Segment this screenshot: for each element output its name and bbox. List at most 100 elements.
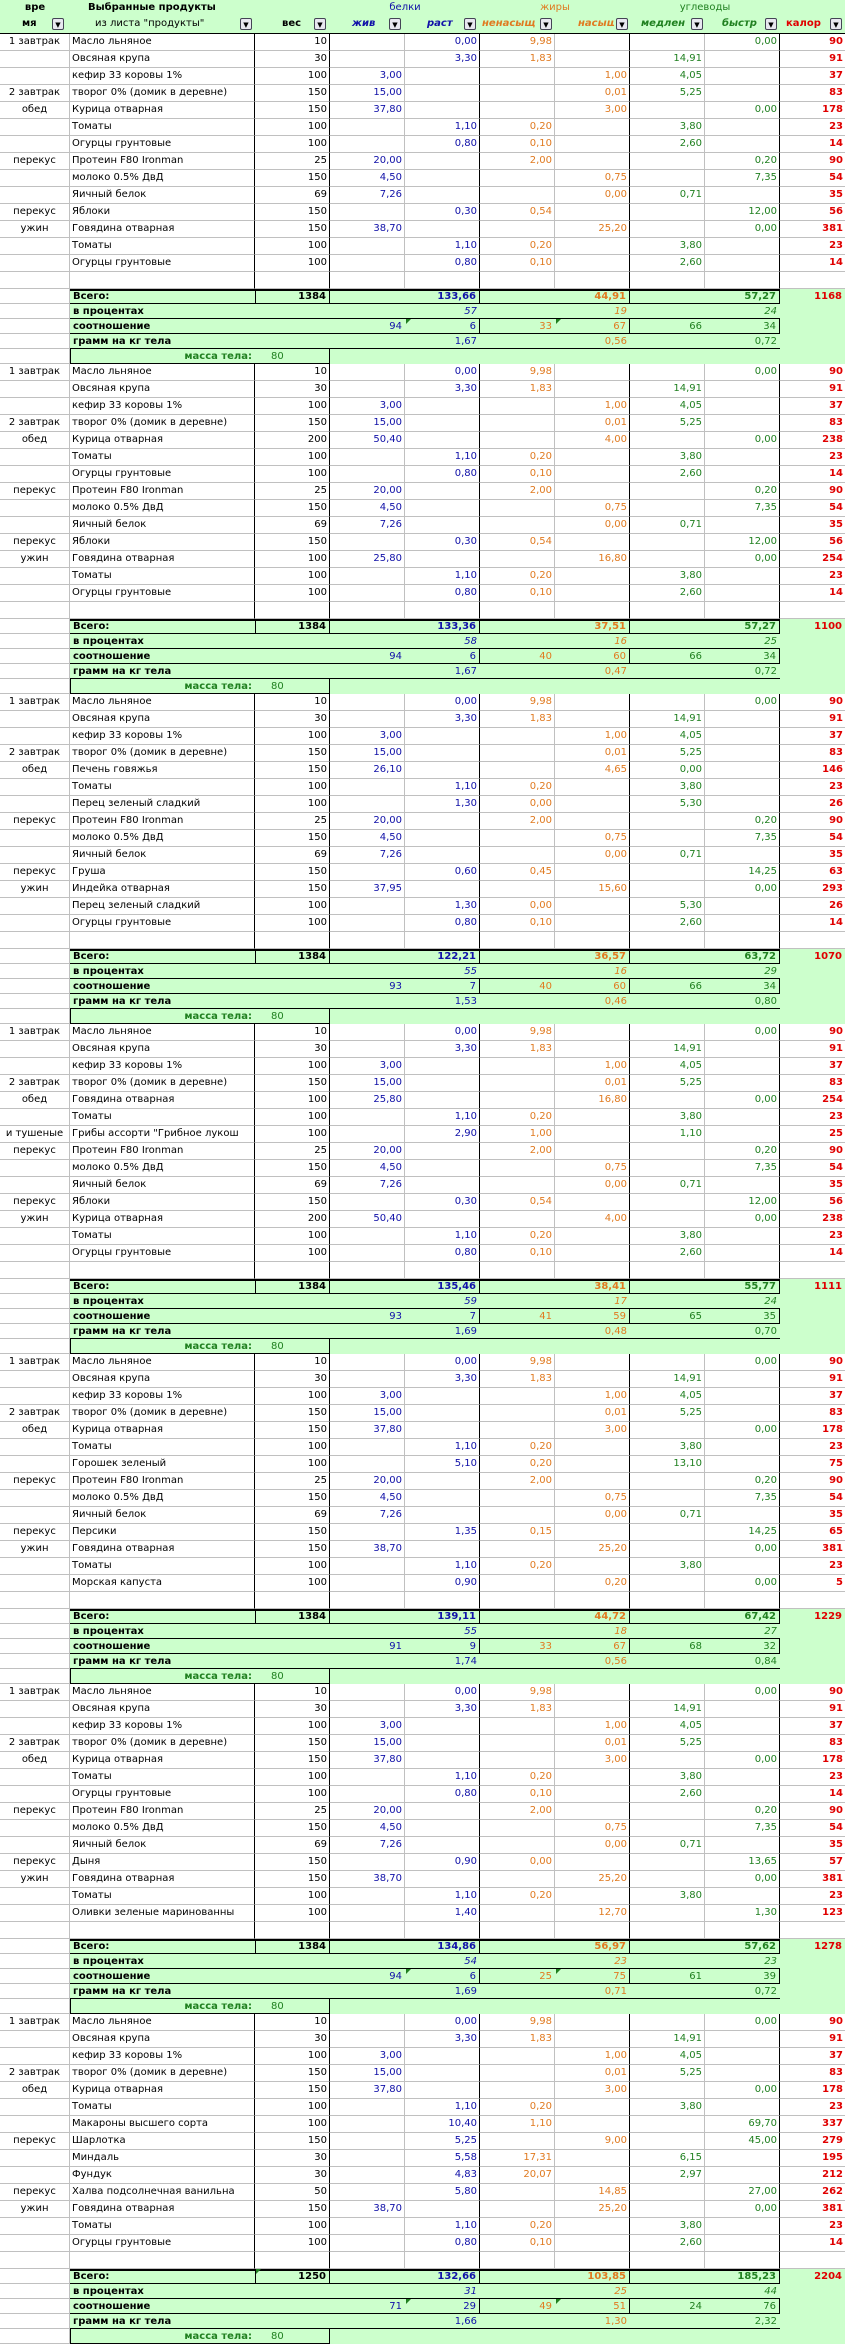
cell-fat-unsat[interactable]: 0,20 [480,1888,555,1905]
cell-weight[interactable]: 150 [255,534,330,551]
cell-weight[interactable]: 30 [255,2031,330,2048]
cell-product[interactable]: Томаты [70,238,255,255]
cell-fat-sat[interactable] [555,1888,630,1905]
cell-protein-plant[interactable] [405,102,480,119]
cell-carb-slow[interactable]: 3,80 [630,119,705,136]
cell-protein-plant[interactable]: 0,00 [405,1684,480,1701]
cell-protein-plant[interactable] [405,68,480,85]
cell-fat-unsat[interactable] [480,551,555,568]
cell-kcal[interactable]: 238 [780,432,845,449]
cell-time[interactable]: ужин [0,1871,70,1888]
cell-carb-fast[interactable] [705,2048,780,2065]
cell-time[interactable]: перекус [0,153,70,170]
cell-kcal[interactable]: 90 [780,1684,845,1701]
cell-fat-sat[interactable] [555,1041,630,1058]
cell-carb-slow[interactable] [630,1905,705,1922]
cell-protein-plant[interactable]: 0,00 [405,1354,480,1371]
cell-protein-animal[interactable] [330,796,405,813]
cell-weight[interactable]: 100 [255,136,330,153]
cell-carb-slow[interactable]: 5,30 [630,796,705,813]
cell-protein-plant[interactable] [405,398,480,415]
cell-carb-fast[interactable] [705,517,780,534]
cell-weight[interactable]: 30 [255,2150,330,2167]
cell-product[interactable]: Перец зеленый сладкий [70,898,255,915]
empty-cell[interactable] [405,602,480,619]
cell-protein-animal[interactable] [330,568,405,585]
cell-fat-unsat[interactable] [480,1405,555,1422]
cell-kcal[interactable]: 23 [780,2218,845,2235]
cell-carb-slow[interactable]: 2,60 [630,466,705,483]
cell-weight[interactable]: 150 [255,1075,330,1092]
cell-product[interactable]: Протеин F80 Ironman [70,483,255,500]
cell-kcal[interactable]: 178 [780,102,845,119]
cell-time[interactable]: перекус [0,534,70,551]
cell-carb-slow[interactable] [630,153,705,170]
cell-protein-plant[interactable]: 1,35 [405,1524,480,1541]
cell-carb-slow[interactable]: 2,60 [630,1245,705,1262]
cell-protein-plant[interactable] [405,221,480,238]
cell-fat-unsat[interactable]: 0,20 [480,119,555,136]
cell-fat-sat[interactable]: 16,80 [555,1092,630,1109]
cell-weight[interactable]: 100 [255,466,330,483]
cell-fat-sat[interactable] [555,568,630,585]
cell-protein-plant[interactable]: 1,10 [405,238,480,255]
cell-fat-unsat[interactable]: 0,20 [480,238,555,255]
cell-kcal[interactable]: 254 [780,551,845,568]
cell-product[interactable]: Протеин F80 Ironman [70,813,255,830]
empty-cell[interactable] [555,2252,630,2269]
cell-carb-slow[interactable]: 4,05 [630,68,705,85]
cell-weight[interactable]: 150 [255,1422,330,1439]
cell-carb-fast[interactable]: 0,00 [705,102,780,119]
cell-time[interactable] [0,915,70,932]
cell-kcal[interactable]: 35 [780,187,845,204]
cell-kcal[interactable]: 23 [780,119,845,136]
cell-weight[interactable]: 150 [255,1160,330,1177]
cell-kcal[interactable]: 14 [780,1245,845,1262]
cell-protein-animal[interactable]: 15,00 [330,2065,405,2082]
cell-carb-slow[interactable] [630,1160,705,1177]
cell-weight[interactable]: 25 [255,1473,330,1490]
cell-kcal[interactable]: 381 [780,1871,845,1888]
cell-kcal[interactable]: 90 [780,1024,845,1041]
cell-weight[interactable]: 150 [255,85,330,102]
cell-protein-plant[interactable] [405,432,480,449]
cell-protein-animal[interactable] [330,1354,405,1371]
filter-dropdown-weight[interactable]: ▼ [314,18,326,30]
cell-fat-sat[interactable] [555,813,630,830]
empty-cell[interactable] [480,932,555,949]
cell-protein-plant[interactable]: 1,10 [405,2218,480,2235]
empty-cell[interactable] [705,272,780,289]
cell-fat-sat[interactable] [555,2031,630,2048]
cell-protein-animal[interactable] [330,2133,405,2150]
cell-protein-plant[interactable]: 3,30 [405,51,480,68]
cell-kcal[interactable]: 90 [780,34,845,51]
cell-carb-slow[interactable]: 3,80 [630,2218,705,2235]
empty-cell[interactable] [330,1262,405,1279]
cell-kcal[interactable]: 90 [780,1143,845,1160]
cell-carb-fast[interactable] [705,2150,780,2167]
cell-protein-plant[interactable]: 1,10 [405,1439,480,1456]
cell-time[interactable] [0,68,70,85]
cell-fat-unsat[interactable] [480,762,555,779]
cell-product[interactable]: творог 0% (домик в деревне) [70,1075,255,1092]
cell-protein-animal[interactable] [330,2167,405,2184]
cell-protein-plant[interactable] [405,170,480,187]
body-mass-value[interactable]: 80 [255,1009,330,1024]
cell-time[interactable] [0,1575,70,1592]
cell-carb-slow[interactable] [630,1541,705,1558]
cell-time[interactable] [0,2099,70,2116]
cell-fat-sat[interactable] [555,1854,630,1871]
cell-fat-unsat[interactable]: 1,00 [480,1126,555,1143]
cell-carb-fast[interactable] [705,1109,780,1126]
cell-protein-plant[interactable]: 1,10 [405,449,480,466]
cell-time[interactable]: ужин [0,551,70,568]
cell-kcal[interactable]: 146 [780,762,845,779]
cell-carb-fast[interactable] [705,1701,780,1718]
cell-fat-sat[interactable] [555,1354,630,1371]
cell-fat-unsat[interactable]: 0,10 [480,466,555,483]
cell-time[interactable]: 2 завтрак [0,745,70,762]
cell-product[interactable]: Томаты [70,449,255,466]
cell-carb-slow[interactable]: 6,15 [630,2150,705,2167]
cell-carb-fast[interactable] [705,1786,780,1803]
cell-weight[interactable]: 25 [255,483,330,500]
